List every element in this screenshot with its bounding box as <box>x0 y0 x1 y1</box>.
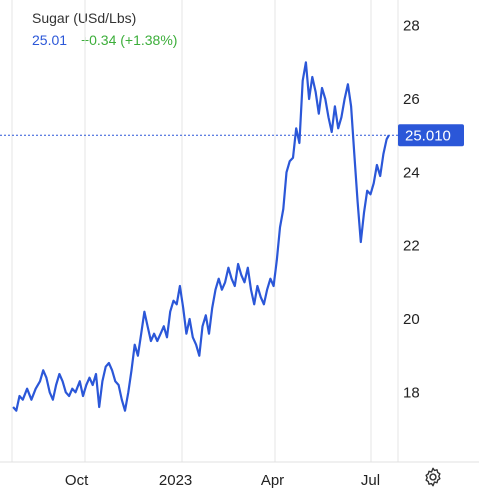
price-series-line <box>12 61 390 412</box>
gear-icon[interactable] <box>422 466 444 488</box>
y-axis-ticks: 18 20 22 24 26 28 <box>403 18 420 402</box>
x-tick-label: Oct <box>65 472 89 489</box>
last-value-label: 25.010 <box>405 127 451 144</box>
chart-title: Sugar (USd/Lbs) <box>32 10 137 26</box>
y-tick-label: 20 <box>403 311 420 328</box>
x-tick-label: 2023 <box>159 472 192 489</box>
y-tick-label: 22 <box>403 238 420 255</box>
last-value-badge: 25.010 <box>398 124 464 147</box>
y-tick-label: 26 <box>403 91 420 108</box>
y-tick-label: 24 <box>403 164 420 181</box>
x-axis-ticks: Oct 2023 Apr Jul <box>65 472 380 489</box>
last-price: 25.01 <box>32 32 68 48</box>
x-tick-label: Jul <box>361 472 380 489</box>
price-change: +0.34 (+1.38%) <box>80 32 178 48</box>
gridlines <box>11 0 399 462</box>
x-tick-label: Apr <box>261 472 284 489</box>
price-row: 25.01 +0.34 (+1.38%) <box>32 32 177 48</box>
last-value-badge-bg <box>398 124 464 147</box>
y-tick-label: 28 <box>403 18 420 35</box>
y-tick-label: 18 <box>403 384 420 401</box>
